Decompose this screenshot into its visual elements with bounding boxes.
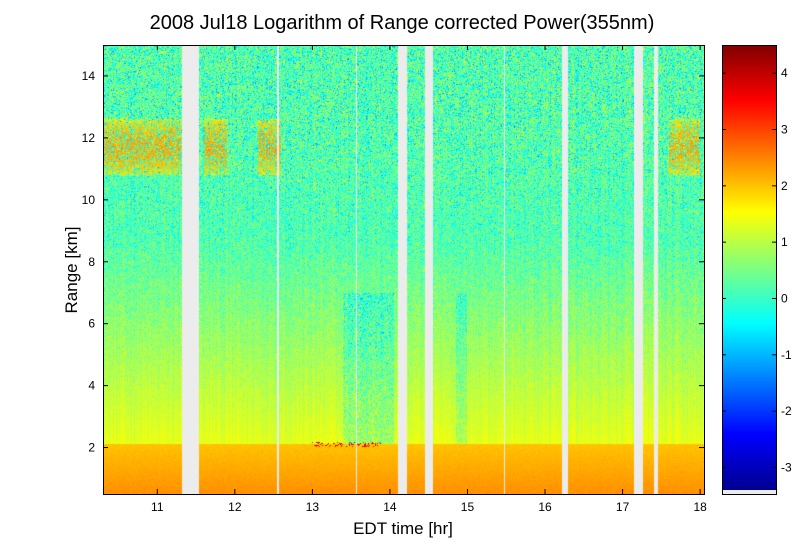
colorbar-tick-label: 3 xyxy=(781,122,788,136)
y-tick-label: 14 xyxy=(82,69,96,83)
plot-area: 11 12 13 14 15 16 17 18 2 4 6 8 10 12 14 xyxy=(82,45,707,514)
colorbar-ticks: 4 3 2 1 0 -1 -2 -3 xyxy=(722,66,792,474)
colorbar-tick-label: 0 xyxy=(781,291,788,305)
x-tick-label: 18 xyxy=(693,500,707,514)
colorbar-missing-swatch xyxy=(722,490,776,494)
y-axis-ticks: 2 4 6 8 10 12 14 xyxy=(82,69,704,455)
y-tick-label: 4 xyxy=(88,379,95,393)
colorbar-tick-label: 2 xyxy=(781,179,788,193)
y-tick-label: 12 xyxy=(82,131,96,145)
colorbar-tick-label: 1 xyxy=(781,235,788,249)
x-tick-label: 13 xyxy=(306,500,320,514)
y-axis-label: Range [km] xyxy=(62,227,81,314)
x-tick-label: 15 xyxy=(461,500,475,514)
x-tick-label: 14 xyxy=(383,500,397,514)
colorbar-gradient xyxy=(722,45,776,490)
heatmap-image xyxy=(103,45,704,494)
x-axis-ticks: 11 12 13 14 15 16 17 18 xyxy=(151,45,707,514)
y-tick-label: 6 xyxy=(88,317,95,331)
x-tick-label: 17 xyxy=(616,500,630,514)
colorbar-frame xyxy=(722,45,777,495)
colorbar-tick-label: -2 xyxy=(781,404,792,418)
colorbar: 4 3 2 1 0 -1 -2 -3 xyxy=(722,45,792,495)
y-tick-label: 2 xyxy=(88,441,95,455)
colorbar-tick-label: -1 xyxy=(781,348,792,362)
x-axis-label: EDT time [hr] xyxy=(353,519,453,538)
y-tick-label: 8 xyxy=(88,255,95,269)
plot-frame xyxy=(103,45,705,495)
x-tick-label: 11 xyxy=(151,500,164,514)
y-tick-label: 10 xyxy=(82,193,96,207)
colorbar-tick-label: -3 xyxy=(781,460,792,474)
x-tick-label: 16 xyxy=(538,500,552,514)
chart-title: 2008 Jul18 Logarithm of Range corrected … xyxy=(150,12,655,34)
colorbar-tick-label: 4 xyxy=(781,66,788,80)
x-tick-label: 12 xyxy=(228,500,242,514)
